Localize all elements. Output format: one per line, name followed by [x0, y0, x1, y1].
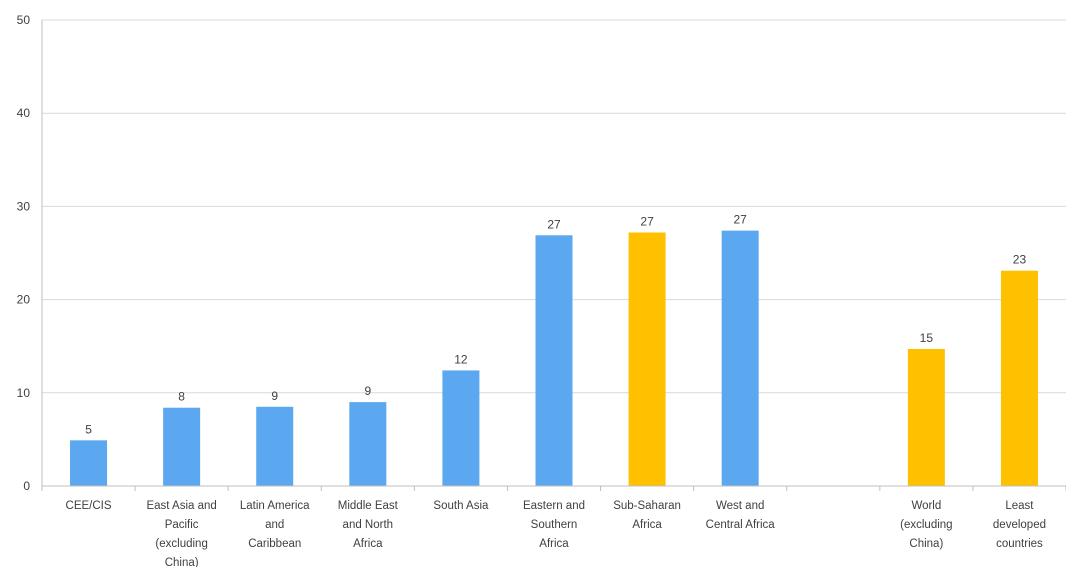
x-category-label-line: South Asia — [433, 500, 489, 512]
y-axis-tick-labels: 0 10 20 30 40 50 — [17, 13, 31, 493]
x-category-label-line: West and — [716, 500, 764, 512]
x-category-label: South Asia — [433, 500, 489, 512]
x-category-label: CEE/CIS — [66, 500, 112, 512]
y-tick-label: 0 — [23, 479, 30, 493]
x-category-label-line: World — [911, 500, 941, 512]
bar — [256, 406, 294, 486]
x-category-label: West and Central Africa — [706, 500, 776, 531]
x-category-label-line: CEE/CIS — [66, 500, 112, 512]
data-label: 9 — [364, 384, 371, 398]
bars — [70, 230, 1038, 486]
data-labels: 5 8 9 9 12 27 27 27 15 23 — [85, 213, 1026, 437]
bar — [628, 232, 666, 486]
x-category-label-line: (excluding — [900, 519, 952, 531]
y-tick-label: 50 — [17, 13, 31, 27]
x-category-label-line: Latin America — [240, 500, 310, 512]
bar — [721, 230, 759, 486]
x-category-label-line: (excluding — [155, 538, 207, 550]
x-category-label-line: Eastern and — [523, 500, 585, 512]
x-category-label: East Asia and Pacific (excluding China) — [146, 500, 216, 567]
x-category-label-line: Caribbean — [248, 538, 301, 550]
axes — [41, 20, 1066, 491]
y-tick-label: 30 — [17, 199, 31, 213]
data-label: 9 — [271, 389, 278, 403]
x-category-label-line: and North — [343, 519, 394, 531]
x-category-label-line: East Asia and — [146, 500, 216, 512]
data-label: 8 — [178, 390, 185, 404]
data-label: 12 — [454, 352, 468, 366]
data-label: 27 — [547, 217, 561, 231]
x-category-label-line: Africa — [353, 538, 383, 550]
x-category-label-line: China) — [909, 538, 943, 550]
bar — [907, 348, 945, 486]
y-tick-label: 40 — [17, 106, 31, 120]
x-category-label-line: and — [265, 519, 284, 531]
data-label: 27 — [734, 213, 748, 227]
x-category-label-line: Africa — [632, 519, 662, 531]
x-category-label-line: Middle East — [338, 500, 399, 512]
x-category-label-line: Pacific — [165, 519, 199, 531]
gridlines — [42, 19, 1066, 394]
x-category-label-line: developed — [993, 519, 1046, 531]
bar — [1000, 270, 1038, 486]
y-tick-label: 10 — [17, 386, 31, 400]
data-label: 27 — [640, 214, 654, 228]
x-category-label-line: Africa — [539, 538, 569, 550]
x-category-label-line: countries — [996, 538, 1043, 550]
data-label: 15 — [920, 331, 934, 345]
bar — [163, 407, 201, 486]
x-category-label-line: Least — [1005, 500, 1034, 512]
bar — [349, 402, 387, 486]
bar — [442, 370, 480, 486]
x-axis-category-labels: CEE/CIS East Asia and Pacific (excluding Chi… — [66, 500, 1046, 567]
x-category-label-line: Sub-Saharan — [613, 500, 681, 512]
data-label: 23 — [1013, 253, 1027, 267]
y-tick-label: 20 — [17, 293, 31, 307]
bar — [70, 440, 108, 486]
x-category-label: Latin America and Caribbean — [240, 500, 310, 550]
bar — [535, 235, 573, 486]
x-category-label-line: Southern — [531, 519, 578, 531]
x-category-label: Eastern and Southern Africa — [523, 500, 585, 550]
data-label: 5 — [85, 422, 92, 436]
x-category-label-line: China) — [165, 557, 199, 567]
x-category-label: World (excluding China) — [900, 500, 952, 550]
x-category-label: Sub-Saharan Africa — [613, 500, 681, 531]
x-category-label: Least developed countries — [993, 500, 1046, 550]
x-category-label-line: Central Africa — [706, 519, 776, 531]
x-category-label: Middle East and North Africa — [338, 500, 399, 550]
